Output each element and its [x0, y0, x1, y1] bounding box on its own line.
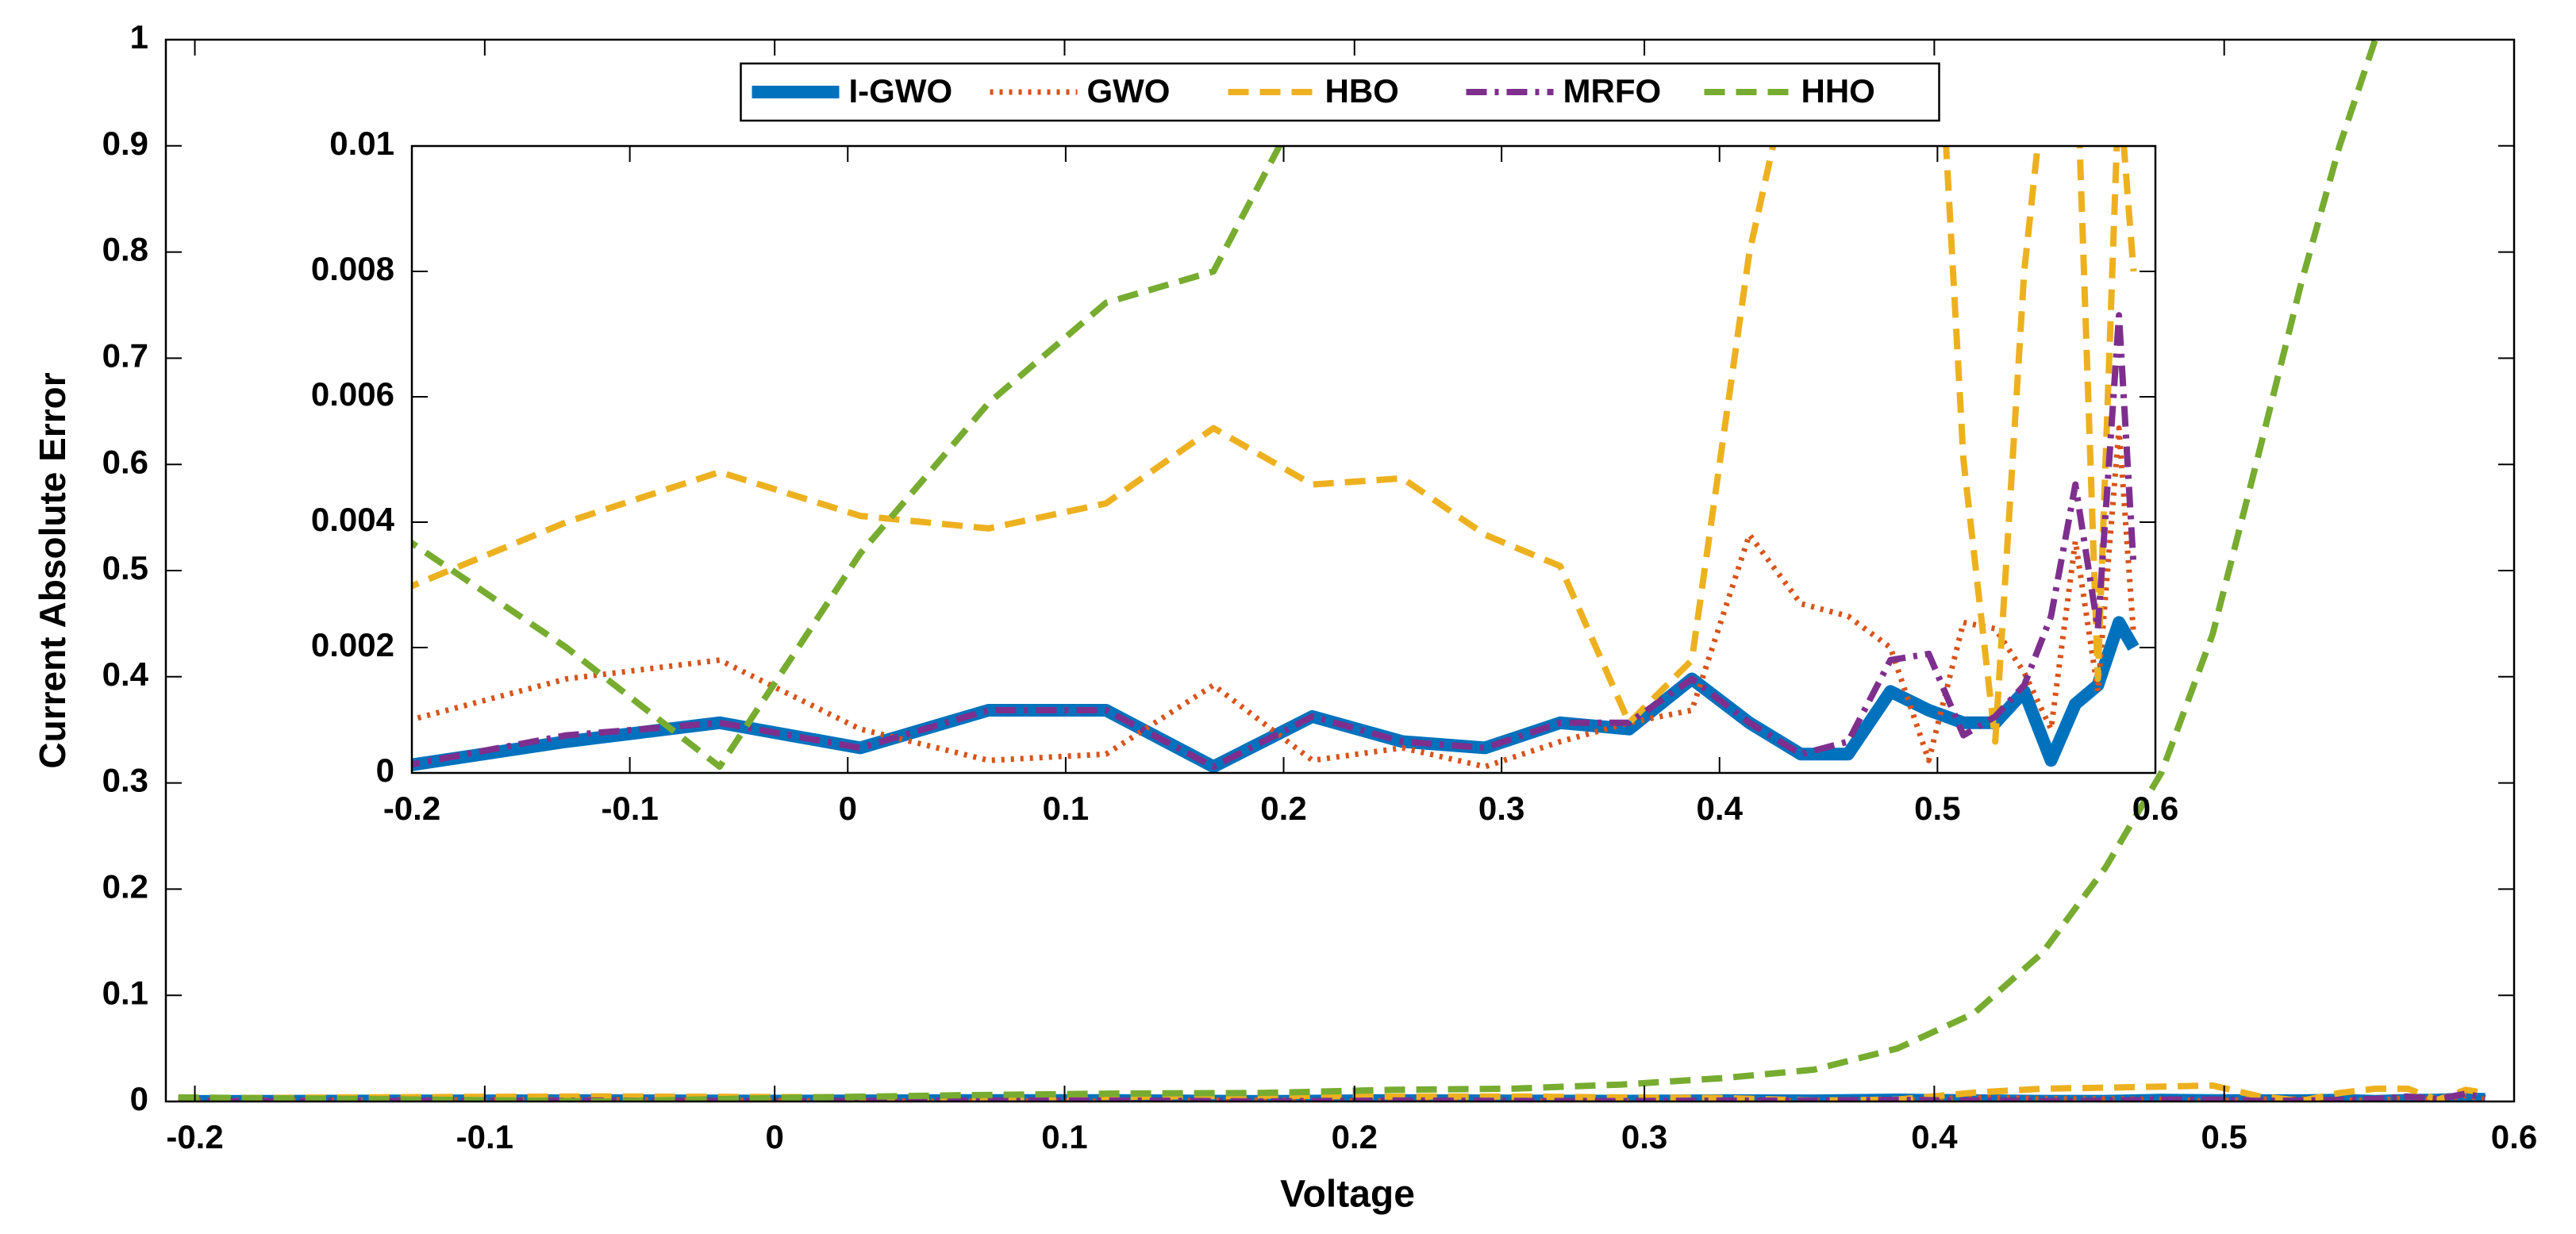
y-tick-label: 0.5	[102, 549, 148, 586]
x-tick-label: -0.1	[601, 790, 658, 827]
inset-background	[412, 146, 2155, 773]
series-line	[178, 1090, 2486, 1101]
y-tick-label: 0.4	[102, 655, 149, 693]
y-tick-label: 0.3	[102, 762, 148, 799]
legend-label: I-GWO	[849, 72, 953, 110]
y-tick-label: 1	[130, 18, 148, 56]
series-line	[412, 146, 2137, 745]
x-tick-label: 0.3	[1478, 790, 1524, 827]
x-tick-label: 0.5	[2201, 1118, 2247, 1155]
x-tick-label: -0.2	[166, 1118, 223, 1155]
x-tick-label: 0.4	[1911, 1118, 1958, 1155]
x-tick-label: 0.6	[2132, 790, 2178, 827]
y-axis-label: Current Absolute Error	[32, 372, 73, 768]
series-line	[412, 146, 1283, 771]
x-tick-label: 0.3	[1621, 1118, 1667, 1155]
y-tick-label: 0	[130, 1080, 148, 1117]
y-tick-label: 0.01	[329, 125, 394, 162]
y-tick-label: 0.7	[102, 336, 148, 374]
series-line	[412, 425, 2136, 770]
x-tick-label: -0.2	[383, 790, 440, 827]
y-tick-label: 0.2	[102, 867, 148, 905]
y-tick-label: 0.006	[311, 375, 394, 413]
x-tick-label: 0.1	[1043, 790, 1089, 827]
x-tick-label: 0	[839, 790, 857, 827]
y-tick-label: 0.008	[311, 250, 394, 287]
x-tick-label: 0.5	[1914, 790, 1960, 827]
x-tick-label: 0.6	[2491, 1118, 2537, 1155]
legend: I-GWO GWO HBO MRFO HHO	[740, 62, 1940, 122]
x-tick-label: 0.4	[1697, 790, 1744, 827]
legend-label: GWO	[1087, 72, 1171, 110]
legend-label: HBO	[1325, 72, 1399, 110]
x-tick-label: -0.1	[456, 1118, 513, 1155]
series-line	[178, 40, 2379, 1101]
y-tick-label: 0.6	[102, 443, 148, 480]
legend-label: MRFO	[1563, 72, 1662, 110]
y-tick-label: 0	[376, 752, 394, 789]
y-tick-label: 0.1	[102, 974, 148, 1011]
y-tick-label: 0.9	[102, 125, 148, 162]
y-tick-label: 0.002	[311, 626, 394, 663]
legend-label: HHO	[1801, 72, 1875, 110]
plot-lines	[412, 146, 2140, 773]
y-tick-label: 0.8	[102, 231, 148, 268]
series-line	[412, 312, 2137, 771]
x-tick-label: 0.2	[1260, 790, 1306, 827]
x-tick-label: 0.1	[1041, 1118, 1087, 1155]
x-tick-label: 0	[765, 1118, 783, 1155]
x-tick-label: 0.2	[1332, 1118, 1378, 1155]
y-tick-label: 0.004	[311, 501, 395, 538]
x-axis-label: Voltage	[1280, 1174, 1415, 1216]
